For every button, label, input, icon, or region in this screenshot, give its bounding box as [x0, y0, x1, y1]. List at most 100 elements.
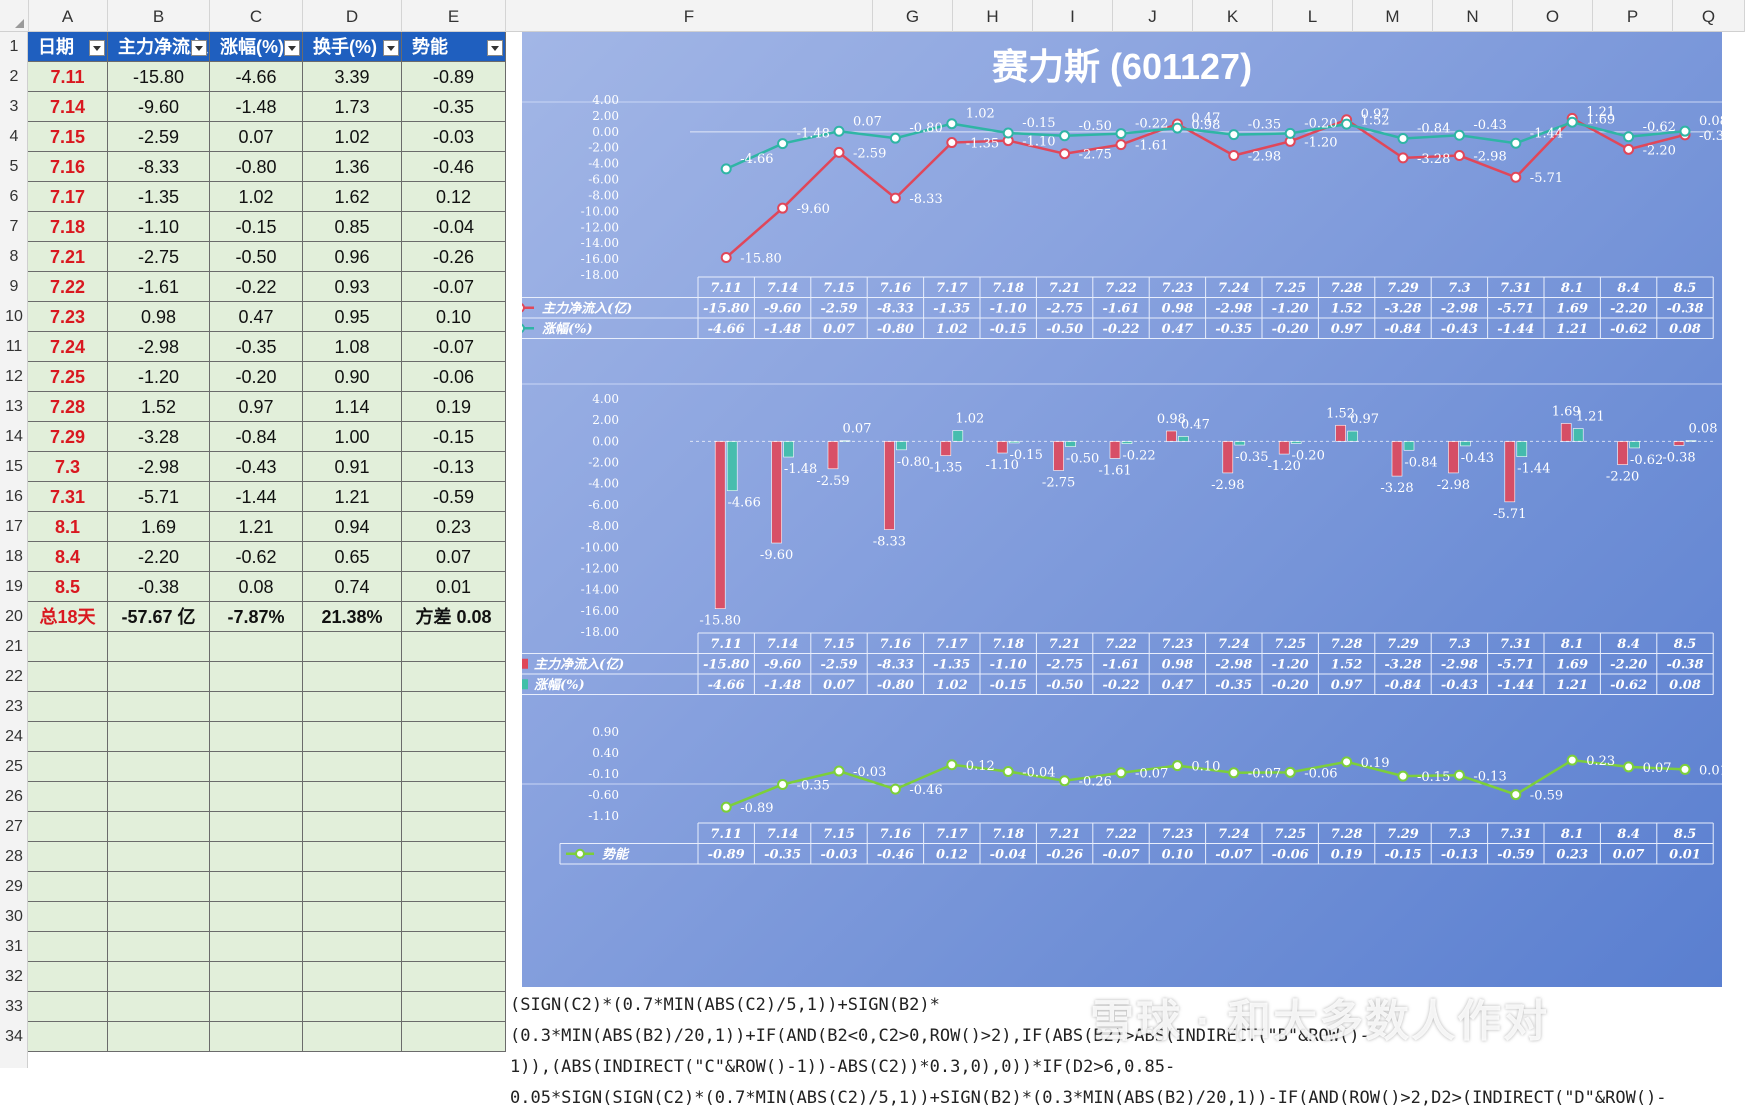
- table-cell[interactable]: -0.26: [402, 242, 506, 272]
- empty-cell[interactable]: [28, 902, 108, 932]
- empty-cell[interactable]: [402, 992, 506, 1022]
- table-cell[interactable]: 1.21: [210, 512, 303, 542]
- table-cell[interactable]: -0.06: [402, 362, 506, 392]
- date-cell[interactable]: 7.17: [28, 182, 108, 212]
- table-cell[interactable]: -0.15: [210, 212, 303, 242]
- empty-cell[interactable]: [303, 1022, 402, 1052]
- table-cell[interactable]: -0.43: [210, 452, 303, 482]
- column-header-d[interactable]: D: [303, 0, 402, 32]
- row-header[interactable]: 20: [5, 608, 23, 625]
- table-cell[interactable]: -8.33: [108, 152, 210, 182]
- table-cell[interactable]: -1.61: [108, 272, 210, 302]
- date-cell[interactable]: 7.16: [28, 152, 108, 182]
- table-cell[interactable]: -2.59: [108, 122, 210, 152]
- row-header[interactable]: 14: [5, 428, 23, 445]
- empty-cell[interactable]: [108, 722, 210, 752]
- table-cell[interactable]: 1.52: [108, 392, 210, 422]
- row-header[interactable]: 1: [9, 38, 19, 55]
- table-cell[interactable]: 0.07: [210, 122, 303, 152]
- table-cell[interactable]: 1.73: [303, 92, 402, 122]
- empty-cell[interactable]: [28, 872, 108, 902]
- column-header-cell[interactable]: 势能: [402, 32, 506, 62]
- row-header[interactable]: 5: [9, 158, 19, 175]
- total-cell[interactable]: -7.87%: [210, 602, 303, 632]
- empty-cell[interactable]: [108, 932, 210, 962]
- table-cell[interactable]: -0.03: [402, 122, 506, 152]
- row-header[interactable]: 26: [5, 788, 23, 805]
- table-cell[interactable]: -1.20: [108, 362, 210, 392]
- empty-cell[interactable]: [210, 932, 303, 962]
- empty-cell[interactable]: [402, 722, 506, 752]
- empty-cell[interactable]: [303, 782, 402, 812]
- empty-cell[interactable]: [303, 902, 402, 932]
- row-header[interactable]: 21: [5, 638, 23, 655]
- table-cell[interactable]: -0.04: [402, 212, 506, 242]
- empty-cell[interactable]: [210, 722, 303, 752]
- table-cell[interactable]: 0.91: [303, 452, 402, 482]
- row-header[interactable]: 24: [5, 728, 23, 745]
- total-cell[interactable]: 总18天: [28, 602, 108, 632]
- filter-dropdown-icon[interactable]: [89, 40, 105, 56]
- empty-cell[interactable]: [303, 962, 402, 992]
- empty-cell[interactable]: [210, 752, 303, 782]
- row-header[interactable]: 28: [5, 848, 23, 865]
- date-cell[interactable]: 8.1: [28, 512, 108, 542]
- empty-cell[interactable]: [108, 752, 210, 782]
- total-cell[interactable]: 21.38%: [303, 602, 402, 632]
- row-header[interactable]: 17: [5, 518, 23, 535]
- column-header-j[interactable]: J: [1113, 0, 1193, 32]
- date-cell[interactable]: 7.31: [28, 482, 108, 512]
- filter-dropdown-icon[interactable]: [284, 40, 300, 56]
- table-cell[interactable]: -0.07: [402, 332, 506, 362]
- table-cell[interactable]: 1.00: [303, 422, 402, 452]
- table-cell[interactable]: -0.89: [402, 62, 506, 92]
- table-cell[interactable]: 1.69: [108, 512, 210, 542]
- column-header-cell[interactable]: 换手(%): [303, 32, 402, 62]
- table-cell[interactable]: -0.80: [210, 152, 303, 182]
- date-cell[interactable]: 7.23: [28, 302, 108, 332]
- empty-cell[interactable]: [108, 692, 210, 722]
- empty-cell[interactable]: [210, 962, 303, 992]
- empty-cell[interactable]: [210, 872, 303, 902]
- row-header[interactable]: 16: [5, 488, 23, 505]
- row-header[interactable]: 13: [5, 398, 23, 415]
- column-header-f[interactable]: F: [506, 0, 873, 32]
- empty-cell[interactable]: [210, 992, 303, 1022]
- column-header-b[interactable]: B: [108, 0, 210, 32]
- empty-cell[interactable]: [210, 692, 303, 722]
- table-cell[interactable]: 1.02: [210, 182, 303, 212]
- empty-cell[interactable]: [28, 992, 108, 1022]
- empty-cell[interactable]: [28, 782, 108, 812]
- filter-dropdown-icon[interactable]: [487, 40, 503, 56]
- table-cell[interactable]: -2.98: [108, 332, 210, 362]
- table-cell[interactable]: 0.47: [210, 302, 303, 332]
- row-header[interactable]: 8: [9, 248, 19, 265]
- empty-cell[interactable]: [28, 842, 108, 872]
- table-cell[interactable]: 0.07: [402, 542, 506, 572]
- row-header[interactable]: 9: [9, 278, 19, 295]
- empty-cell[interactable]: [303, 662, 402, 692]
- table-cell[interactable]: 0.19: [402, 392, 506, 422]
- empty-cell[interactable]: [402, 632, 506, 662]
- table-cell[interactable]: -0.35: [402, 92, 506, 122]
- row-header[interactable]: 32: [5, 968, 23, 985]
- table-cell[interactable]: 0.95: [303, 302, 402, 332]
- empty-cell[interactable]: [402, 932, 506, 962]
- row-header[interactable]: 19: [5, 578, 23, 595]
- row-header[interactable]: 10: [5, 308, 23, 325]
- empty-cell[interactable]: [210, 1022, 303, 1052]
- empty-cell[interactable]: [210, 842, 303, 872]
- column-header-cell[interactable]: 主力净流入: [108, 32, 210, 62]
- date-cell[interactable]: 8.5: [28, 572, 108, 602]
- table-cell[interactable]: 1.14: [303, 392, 402, 422]
- empty-cell[interactable]: [28, 722, 108, 752]
- empty-cell[interactable]: [28, 752, 108, 782]
- row-header[interactable]: 29: [5, 878, 23, 895]
- empty-cell[interactable]: [210, 812, 303, 842]
- row-header[interactable]: 25: [5, 758, 23, 775]
- table-cell[interactable]: 0.01: [402, 572, 506, 602]
- table-cell[interactable]: -0.13: [402, 452, 506, 482]
- table-cell[interactable]: -0.59: [402, 482, 506, 512]
- row-header[interactable]: 12: [5, 368, 23, 385]
- column-header-k[interactable]: K: [1193, 0, 1273, 32]
